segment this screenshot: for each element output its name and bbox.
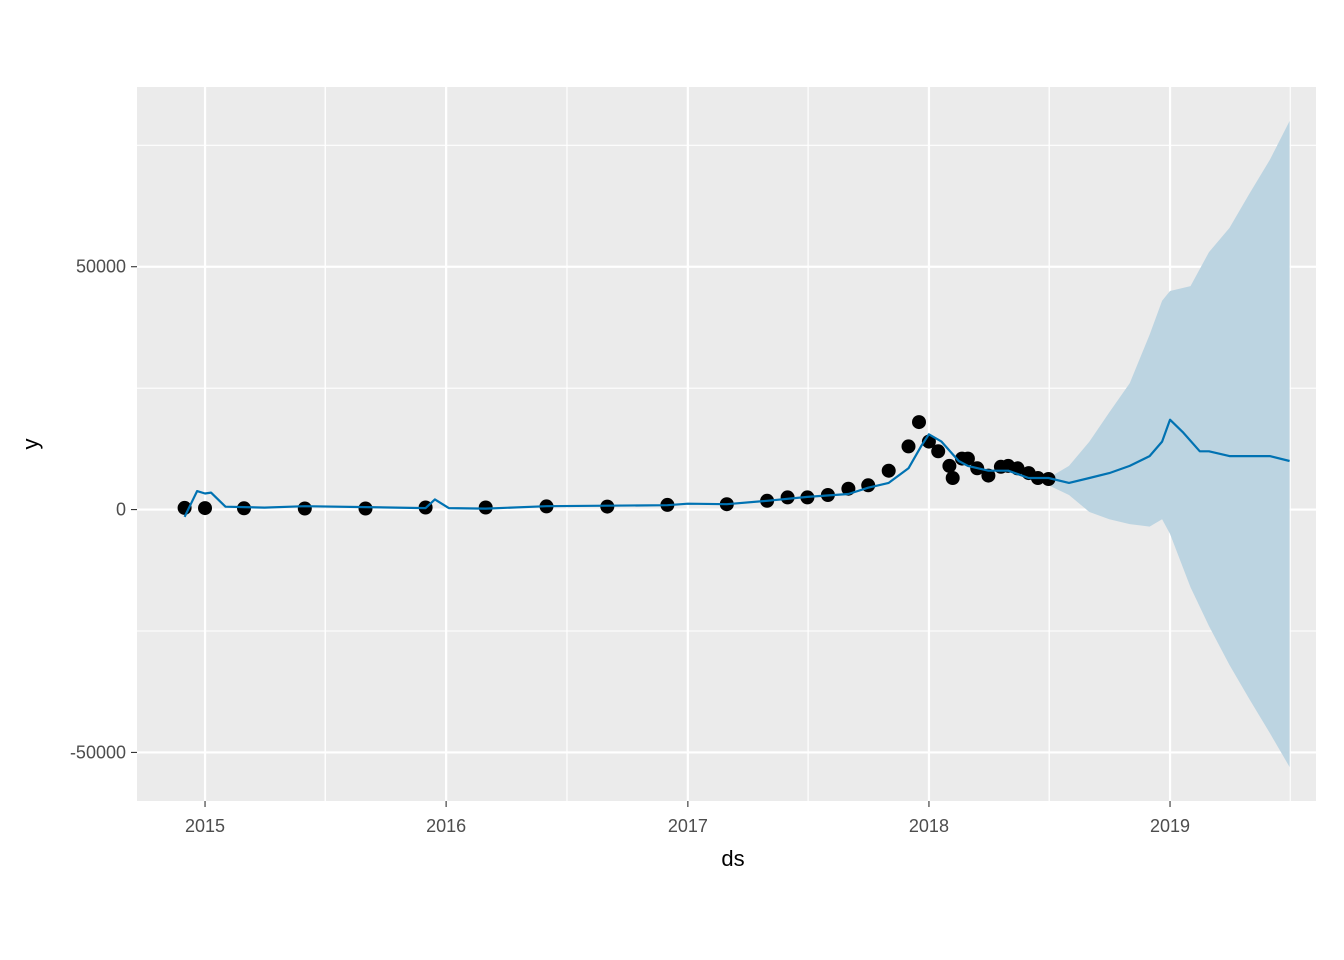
x-tick-label: 2016: [426, 816, 466, 836]
observed-point: [198, 501, 212, 516]
observed-point: [881, 463, 896, 478]
y-tick-label: 0: [116, 500, 126, 520]
observed-point: [297, 501, 312, 516]
y-axis-title: y: [18, 439, 43, 450]
x-tick-label: 2017: [668, 816, 708, 836]
observed-point: [945, 471, 960, 485]
observed-point: [960, 451, 975, 466]
observed-point: [931, 444, 946, 459]
x-tick-label: 2018: [909, 816, 949, 836]
forecast-line: [183, 418, 1290, 518]
observed-point: [912, 415, 926, 430]
x-tick-label: 2019: [1150, 816, 1190, 836]
x-tick-label: 2015: [185, 816, 225, 836]
observed-point: [942, 458, 957, 473]
observed-point: [981, 468, 996, 483]
observed-point: [358, 501, 373, 516]
x-axis-title: ds: [721, 846, 744, 871]
observed-point: [237, 501, 251, 516]
forecast-line-layer: [183, 418, 1290, 518]
y-tick-label: -50000: [70, 742, 126, 762]
y-tick-label: 50000: [76, 257, 126, 277]
x-axis: 2015 2016 2017 2018 2019: [185, 801, 1190, 836]
uncertainty-band: [1048, 121, 1290, 767]
observed-point: [901, 439, 916, 454]
observed-point: [780, 490, 795, 505]
grid-minor: [137, 87, 1316, 801]
y-axis: -50000 0 50000: [70, 257, 137, 762]
uncertainty-band-layer: [1048, 121, 1290, 767]
